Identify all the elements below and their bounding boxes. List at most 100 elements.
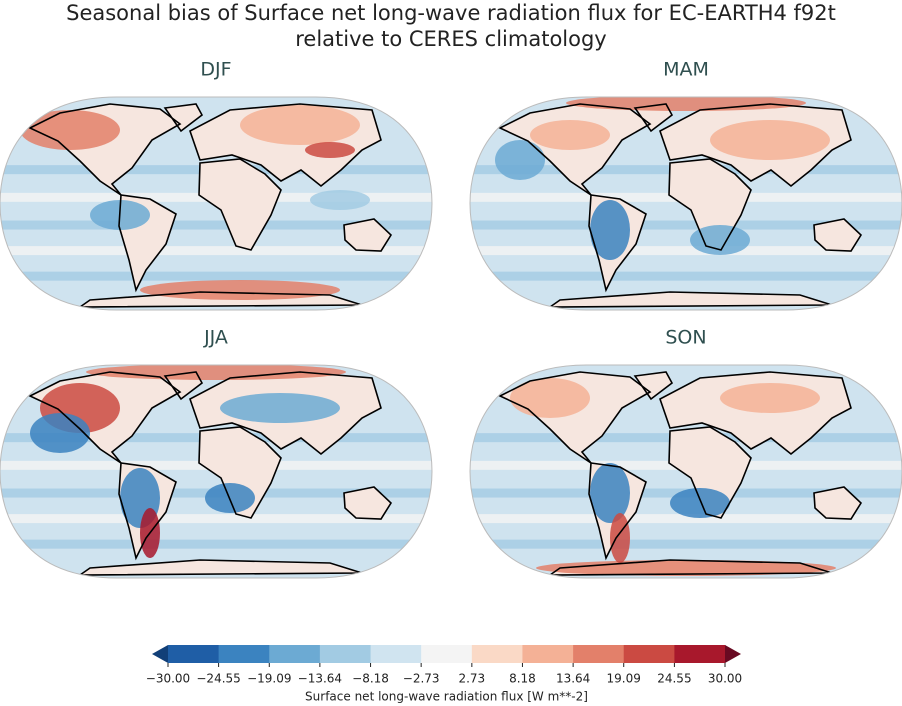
colorbar-extend-min — [152, 645, 168, 663]
colorbar-segment — [269, 645, 321, 663]
map-outline — [469, 364, 902, 579]
coastline — [118, 462, 177, 561]
map-band — [0, 514, 432, 524]
bias-region — [305, 142, 355, 158]
colorbar-tick-label: −2.73 — [403, 672, 440, 686]
coastline — [668, 426, 752, 519]
coastline — [633, 103, 674, 133]
panel-title: MAM — [663, 59, 709, 81]
colorbar-segment — [319, 645, 372, 663]
map-band — [470, 220, 902, 230]
coastline — [547, 559, 833, 576]
coastline — [163, 103, 204, 133]
coastline — [668, 158, 752, 251]
coastline — [198, 426, 282, 519]
bias-region — [590, 463, 630, 523]
coastline — [813, 218, 863, 252]
coastline — [77, 559, 363, 576]
map-band — [0, 271, 432, 281]
coastline — [588, 462, 647, 561]
map — [470, 365, 902, 578]
bias-region — [670, 488, 730, 518]
continent — [199, 427, 281, 518]
coastline — [163, 371, 204, 401]
coastline — [343, 486, 393, 520]
bias-region — [720, 383, 820, 413]
map-band — [470, 246, 902, 256]
map-band — [470, 271, 902, 281]
map-outline — [0, 96, 433, 311]
coastline — [28, 103, 182, 196]
bias-region — [530, 120, 610, 150]
continent — [344, 487, 391, 519]
coastline — [633, 371, 674, 401]
bias-region — [220, 393, 340, 423]
colorbar-tick-label: 2.73 — [458, 672, 485, 686]
colorbar-segment — [674, 645, 726, 663]
map-band — [0, 246, 432, 256]
continent — [814, 219, 861, 251]
colorbar-segment — [370, 645, 422, 663]
map-band — [470, 539, 902, 549]
colorbar-tick-label: 24.55 — [657, 672, 691, 686]
panel-title: JJA — [203, 327, 228, 349]
map-band — [0, 539, 432, 549]
continent — [344, 219, 391, 251]
bias-region — [690, 225, 750, 255]
title-line: relative to CERES climatology — [295, 27, 607, 51]
bias-region — [240, 105, 360, 145]
continent — [199, 159, 281, 250]
panel-title: DJF — [200, 59, 231, 81]
bias-region — [30, 413, 90, 453]
coastline — [118, 194, 177, 293]
colorbar-tick-label: 8.18 — [509, 672, 536, 686]
colorbar-tick-label: 13.64 — [556, 672, 590, 686]
coastline — [659, 371, 852, 456]
bias-region — [710, 120, 830, 160]
map-outline — [0, 364, 433, 579]
colorbar-segment — [218, 645, 270, 663]
continent — [635, 372, 672, 399]
colorbar-tick-label: −13.64 — [298, 672, 342, 686]
coastline — [343, 218, 393, 252]
coastline — [189, 103, 382, 188]
coastline — [813, 486, 863, 520]
map-outline — [469, 96, 902, 311]
colorbar-label: Surface net long-wave radiation flux [W … — [305, 690, 588, 704]
coastline — [28, 371, 182, 464]
continent — [814, 487, 861, 519]
bias-region — [140, 280, 340, 300]
continent — [165, 104, 202, 131]
colorbar-segment — [522, 645, 574, 663]
bias-region — [310, 190, 370, 210]
colorbar-segment — [168, 645, 220, 663]
bias-region — [495, 140, 545, 180]
bias-region — [590, 200, 630, 260]
coastline — [659, 103, 852, 188]
coastline — [189, 371, 382, 456]
continent — [669, 427, 751, 518]
coastline — [498, 103, 652, 196]
coastline — [498, 371, 652, 464]
colorbar-tick-label: −8.18 — [352, 672, 389, 686]
colorbar-extend-max — [725, 645, 741, 663]
colorbar-segment — [421, 645, 473, 663]
map-band — [0, 220, 432, 230]
coastline — [588, 194, 647, 293]
bias-region — [566, 97, 806, 111]
title-line: Seasonal bias of Surface net long-wave r… — [66, 1, 836, 25]
map — [0, 365, 432, 578]
colorbar-segment — [573, 645, 625, 663]
map — [0, 97, 432, 310]
colorbar-tick-label: 19.09 — [607, 672, 641, 686]
coastline — [77, 291, 363, 308]
panel-title: SON — [665, 327, 706, 349]
bias-region — [610, 513, 630, 563]
colorbar-tick-label: −24.55 — [196, 672, 240, 686]
map-band — [470, 514, 902, 524]
bias-region — [510, 378, 590, 418]
colorbar-segment — [471, 645, 523, 663]
colorbar-segment — [623, 645, 675, 663]
colorbar-tick-label: −19.09 — [247, 672, 291, 686]
